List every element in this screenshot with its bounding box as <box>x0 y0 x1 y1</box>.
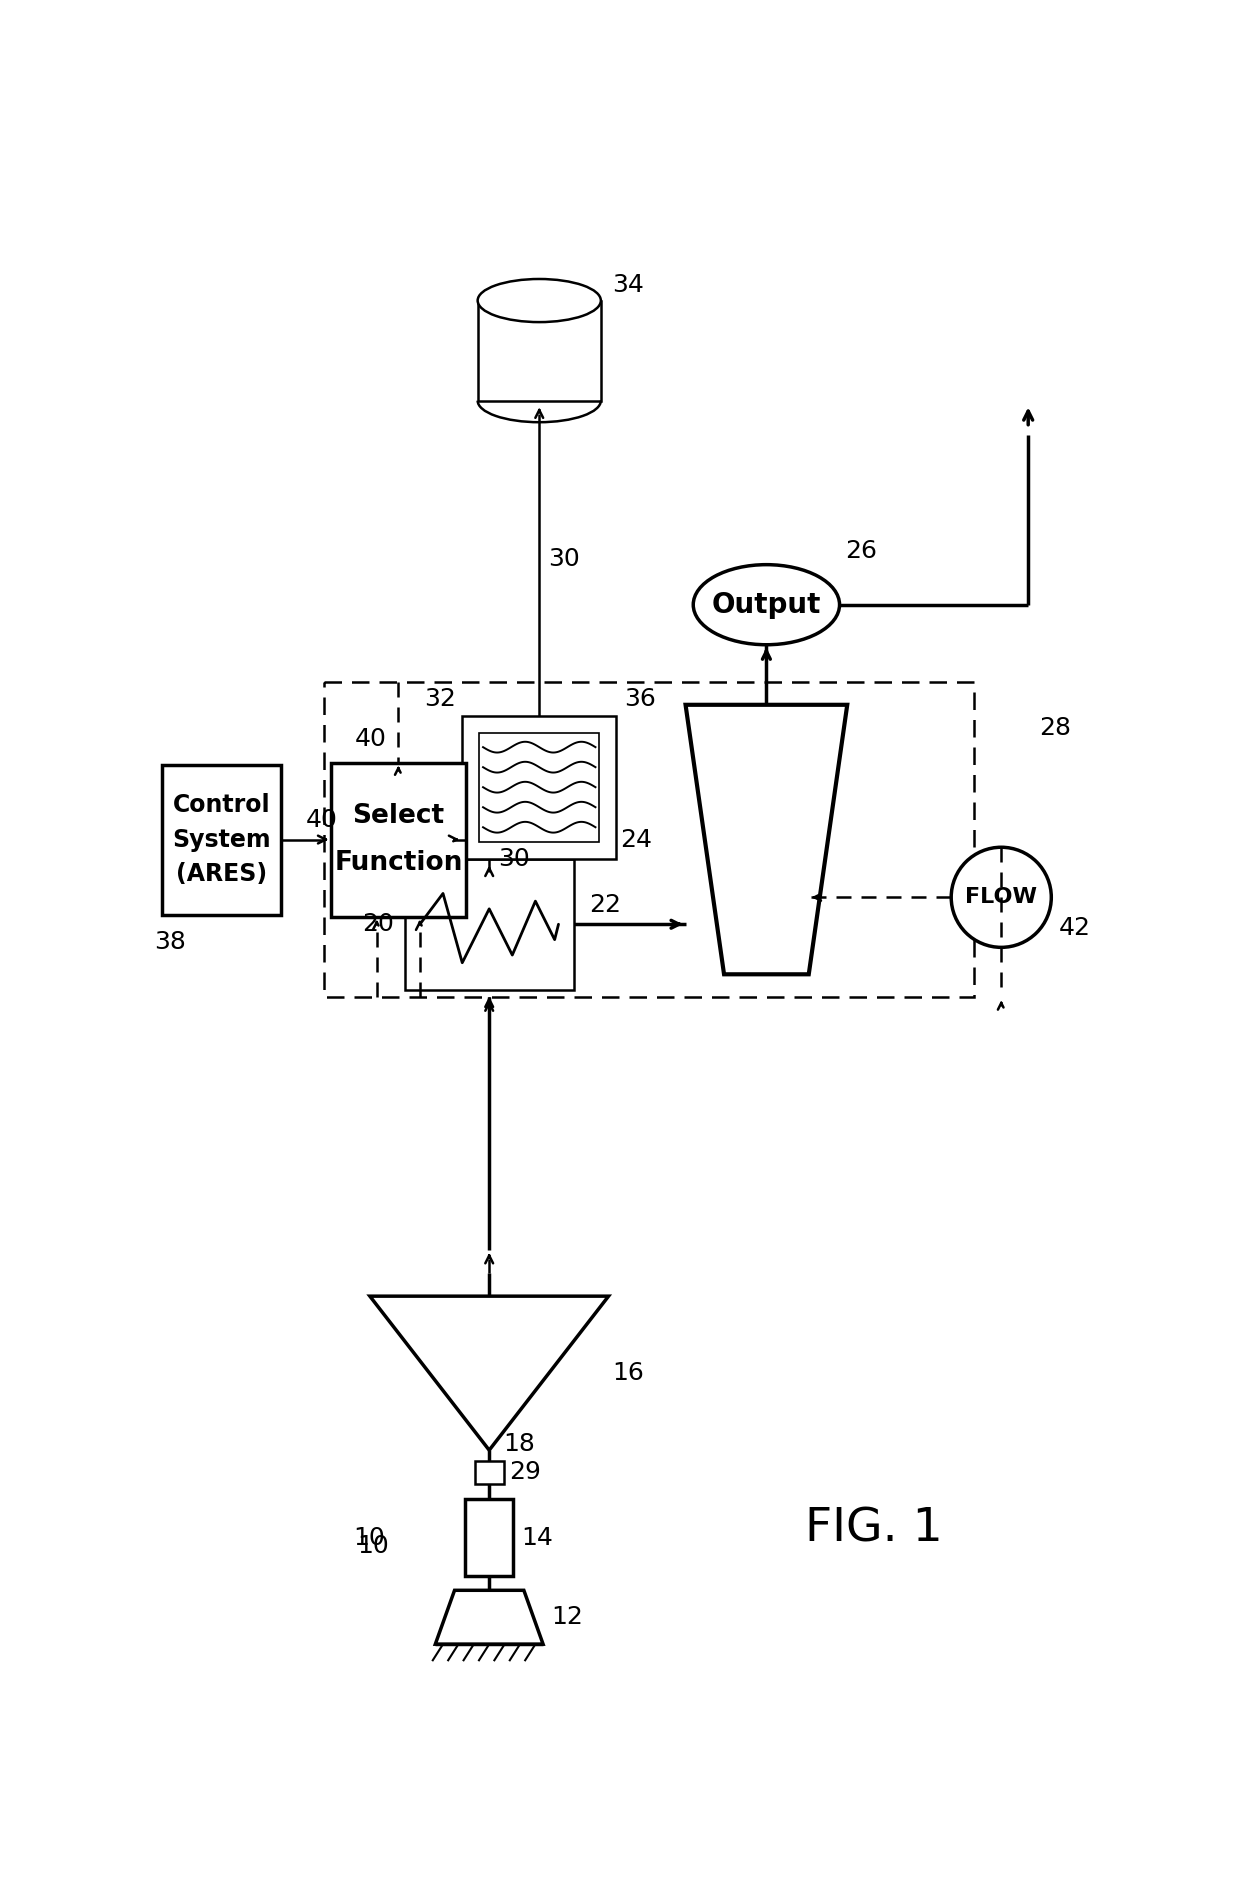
Text: 40: 40 <box>355 728 387 752</box>
Text: System: System <box>172 828 270 851</box>
Text: 10: 10 <box>353 1525 386 1550</box>
Polygon shape <box>435 1590 543 1645</box>
Text: 34: 34 <box>613 273 645 298</box>
Text: Control: Control <box>172 792 270 817</box>
Text: 20: 20 <box>362 911 394 936</box>
Text: 14: 14 <box>522 1525 553 1550</box>
Bar <box>331 762 466 917</box>
Text: 30: 30 <box>498 847 531 872</box>
Text: Select: Select <box>352 803 444 830</box>
Text: 12: 12 <box>551 1605 583 1630</box>
Text: 38: 38 <box>154 930 186 953</box>
Polygon shape <box>686 705 847 974</box>
Ellipse shape <box>477 279 601 322</box>
Text: 32: 32 <box>424 688 455 711</box>
Bar <box>477 301 601 400</box>
Text: 22: 22 <box>589 893 621 917</box>
Text: 24: 24 <box>620 828 652 851</box>
Bar <box>479 733 599 841</box>
Text: 10: 10 <box>357 1533 389 1558</box>
Text: 28: 28 <box>1039 716 1071 739</box>
Text: FLOW: FLOW <box>965 887 1037 908</box>
Text: 16: 16 <box>613 1361 645 1385</box>
Polygon shape <box>370 1296 609 1450</box>
Text: Function: Function <box>334 849 463 875</box>
Bar <box>463 716 616 858</box>
Bar <box>465 1499 513 1577</box>
Bar <box>162 766 281 915</box>
Ellipse shape <box>693 565 839 644</box>
Text: 26: 26 <box>844 538 877 563</box>
Text: 40: 40 <box>306 809 337 832</box>
Text: 30: 30 <box>548 546 580 570</box>
Circle shape <box>951 847 1052 948</box>
Text: 18: 18 <box>503 1433 534 1455</box>
Text: (ARES): (ARES) <box>176 862 267 887</box>
Text: 36: 36 <box>624 688 656 711</box>
Bar <box>475 1461 503 1484</box>
Text: FIG. 1: FIG. 1 <box>805 1507 942 1552</box>
Bar <box>324 682 975 997</box>
Text: 29: 29 <box>510 1461 541 1484</box>
Text: Output: Output <box>712 591 821 618</box>
Bar <box>404 858 574 989</box>
Text: 42: 42 <box>1059 915 1091 940</box>
